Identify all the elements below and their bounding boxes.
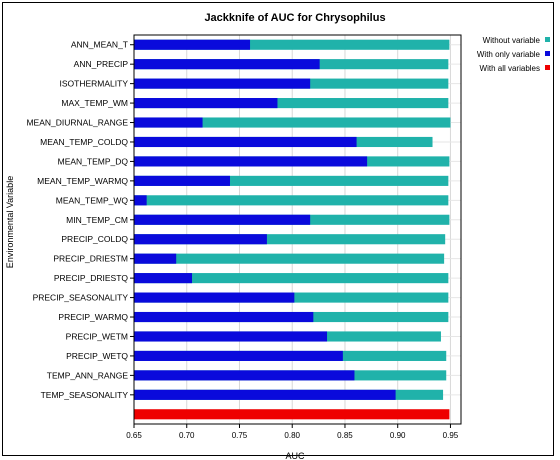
legend-swatch [545,37,550,42]
y-tick-label: ANN_MEAN_T [71,40,128,50]
bar-with-only-variable [134,39,251,50]
y-tick-label: MEAN_DIURNAL_RANGE [26,118,128,128]
bar-without-variable [134,175,449,186]
y-tick-label: PRECIP_WARMQ [58,312,128,322]
y-tick-label: MEAN_TEMP_COLDQ [40,137,128,147]
legend-label: With only variable [477,50,541,59]
bar-with-only-variable [134,311,314,323]
bar-with-only-variable [134,331,328,342]
y-tick-label: MEAN_TEMP_WARMQ [37,176,128,186]
x-tick-label: 0.65 [126,431,142,440]
bar-with-only-variable [134,59,320,70]
y-tick-label: PRECIP_COLDQ [61,234,128,244]
y-tick-label: PRECIP_SEASONALITY [33,293,129,303]
y-tick-label: PRECIP_WETM [66,331,128,341]
bar-with-only-variable [134,195,147,206]
y-tick-label: MAX_TEMP_WM [61,98,128,108]
chart-title: Jackknife of AUC for Chrysophilus [204,12,385,24]
x-tick-label: 0.80 [284,431,300,440]
y-tick-label: MIN_TEMP_CM [66,215,128,225]
x-axis-label: AUC [285,451,305,460]
bar-with-only-variable [134,253,177,264]
x-tick-label: 0.95 [443,431,459,440]
x-tick-label: 0.75 [232,431,248,440]
bar-without-variable [134,195,449,206]
bar-with-only-variable [134,214,311,225]
legend-label: With all variables [480,64,540,73]
bar-without-variable [134,98,449,109]
y-tick-label: PRECIP_DRIESTQ [54,273,129,283]
bar-without-variable [134,39,450,50]
bar-without-variable [134,117,451,128]
y-tick-label: TEMP_SEASONALITY [41,390,129,400]
bar-with-only-variable [134,273,193,284]
y-tick-label: MEAN_TEMP_WQ [56,195,129,205]
bar-with-only-variable [134,350,343,361]
y-tick-label: PRECIP_DRIESTM [53,254,128,264]
bar-with-only-variable [134,389,396,400]
y-tick-label: TEMP_ANN_RANGE [47,370,129,380]
y-tick-label: ANN_PRECIP [74,59,129,69]
bar-with-only-variable [134,292,295,303]
x-tick-label: 0.85 [337,431,353,440]
x-tick-label: 0.90 [390,431,406,440]
bar-with-only-variable [134,98,278,109]
plot-area [134,35,461,424]
legend-swatch [545,65,550,70]
bar-with-only-variable [134,156,368,167]
legend-swatch [545,51,550,56]
bar-with-only-variable [134,136,357,148]
bar-without-variable [134,253,445,264]
bar-with-only-variable [134,175,230,186]
bar-with-only-variable [134,234,267,245]
bar-without-variable [134,234,446,245]
y-axis-label: Environmental Variable [5,176,15,268]
y-tick-label: MEAN_TEMP_DQ [58,156,129,166]
x-tick-label: 0.70 [179,431,195,440]
bar-with-only-variable [134,117,203,128]
bar-without-variable [134,273,449,284]
y-tick-label: PRECIP_WETQ [66,351,128,361]
legend-label: Without variable [483,36,541,45]
bar-with-only-variable [134,78,311,89]
y-tick-label: ISOTHERMALITY [60,79,129,89]
plot-border [133,34,462,425]
bar-with-all-variables [134,409,450,420]
bar-with-only-variable [134,370,355,381]
